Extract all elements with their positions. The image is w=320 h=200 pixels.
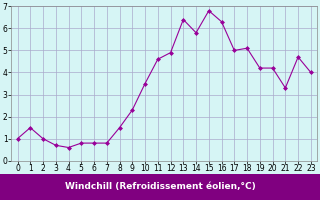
Text: Windchill (Refroidissement éolien,°C): Windchill (Refroidissement éolien,°C) [65,182,255,192]
